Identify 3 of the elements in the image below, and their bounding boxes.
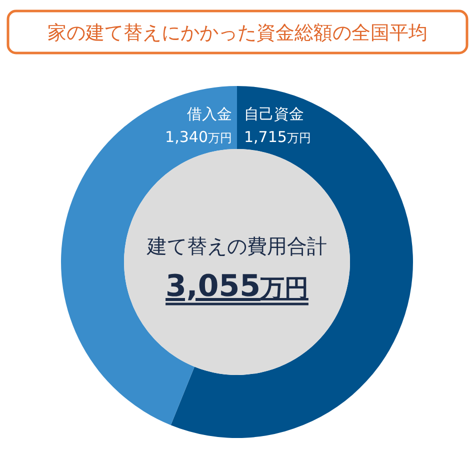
title: 家の建て替えにかかった資金総額の全国平均 xyxy=(6,10,468,54)
annotation: 建て替えの費用合計 xyxy=(147,234,327,258)
chart-title: 家の建て替えにかかった資金総額の全国平均 xyxy=(48,22,428,44)
